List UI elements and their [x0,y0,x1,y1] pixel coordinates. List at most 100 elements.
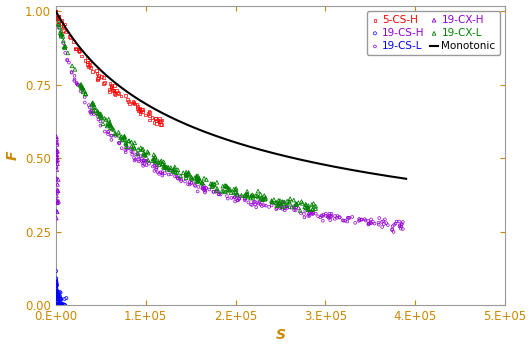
19-CX-L [119,137,127,143]
19-CX-L [80,87,88,93]
19-CS-L [323,214,332,220]
19-CS-L [300,215,309,220]
19-CS-L [217,192,225,197]
19-CS-H [52,296,61,301]
19-CS-L [325,211,334,216]
19-CS-H [58,302,66,308]
19-CX-L [252,193,260,198]
19-CS-L [59,40,68,46]
5-CS-H [145,108,153,114]
5-CS-H [94,73,103,78]
19-CS-H [52,208,60,214]
19-CX-L [184,169,193,175]
19-CS-H [53,288,61,294]
5-CS-H [65,34,74,39]
19-CX-L [90,104,99,109]
19-CS-L [55,25,63,31]
19-CX-L [63,50,72,56]
19-CS-H [57,296,65,302]
19-CX-L [130,145,139,151]
19-CX-L [297,199,306,204]
5-CS-H [136,106,144,112]
19-CS-L [279,199,287,204]
19-CS-L [397,222,406,227]
5-CS-H [129,100,138,106]
5-CS-H [101,80,109,85]
19-CX-L [139,150,148,156]
19-CX-H [53,152,61,157]
5-CS-H [93,71,101,77]
5-CS-H [70,38,78,44]
19-CS-L [316,215,325,220]
19-CX-L [140,151,149,157]
19-CS-L [280,207,289,213]
19-CS-L [304,213,312,219]
19-CS-H [56,290,65,295]
19-CX-L [158,161,167,166]
19-CX-L [240,193,248,198]
5-CS-H [133,101,142,107]
19-CS-L [262,203,270,208]
19-CS-L [161,171,169,176]
19-CS-L [241,196,250,202]
5-CS-H [52,9,60,14]
19-CS-L [398,226,407,232]
19-CS-L [209,189,218,195]
5-CS-H [74,47,82,53]
19-CX-L [182,172,190,177]
19-CX-L [114,129,123,135]
19-CX-L [160,163,169,168]
5-CS-H [157,122,165,127]
19-CX-L [151,155,160,160]
19-CX-L [89,102,98,107]
19-CS-L [111,133,120,139]
5-CS-H [107,83,115,88]
19-CS-L [253,199,262,205]
19-CS-H [52,286,61,292]
19-CS-L [294,206,303,211]
19-CS-H [53,289,61,295]
19-CX-L [118,137,126,142]
Monotonic [287,155,293,159]
19-CX-L [219,188,228,194]
19-CX-L [96,113,105,118]
5-CS-H [89,69,97,74]
19-CX-L [275,201,283,207]
19-CS-L [136,153,145,159]
19-CS-L [138,160,147,166]
19-CS-H [53,293,62,299]
19-CX-L [222,183,230,188]
Legend: 5-CS-H, 19-CS-H, 19-CS-L, 19-CX-H, 19-CX-L, Monotonic: 5-CS-H, 19-CS-H, 19-CS-L, 19-CX-H, 19-CX… [367,11,500,55]
19-CS-H [54,292,63,298]
19-CS-H [52,279,61,284]
19-CS-L [214,189,223,195]
19-CS-L [290,203,298,209]
19-CS-H [54,294,62,300]
19-CX-L [61,43,70,49]
19-CX-L [208,181,217,187]
19-CS-H [53,292,61,297]
19-CS-L [53,16,61,22]
19-CS-H [62,295,71,301]
5-CS-H [156,122,165,127]
19-CX-L [225,187,234,193]
19-CS-H [52,283,61,289]
5-CS-H [114,90,123,96]
19-CS-H [56,296,65,302]
19-CS-L [388,227,396,233]
19-CX-L [127,144,136,149]
19-CX-L [76,82,85,88]
19-CS-L [72,80,81,86]
19-CS-L [135,159,143,164]
19-CS-L [223,193,231,199]
19-CS-L [305,209,314,215]
19-CX-L [304,203,313,208]
19-CX-L [246,195,255,201]
19-CS-H [54,292,63,298]
5-CS-H [106,81,114,87]
19-CS-L [142,158,151,164]
19-CS-L [322,211,330,216]
19-CS-L [115,140,123,145]
19-CS-L [367,220,376,226]
5-CS-H [60,23,68,29]
